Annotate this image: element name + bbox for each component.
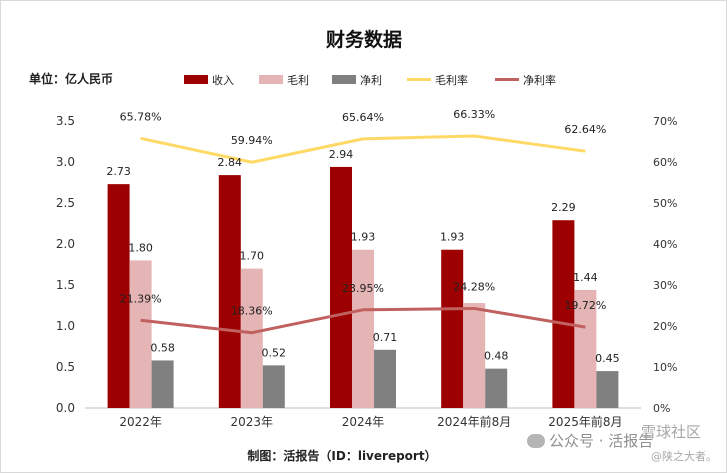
bar-label-净利: 0.45 — [595, 352, 620, 365]
y-left-tick-label: 2.5 — [56, 196, 75, 210]
line-毛利率 — [140, 134, 586, 164]
line-label-毛利率: 65.64% — [342, 111, 384, 124]
y-right-tick-label: 50% — [653, 197, 677, 210]
bar-毛利 — [240, 268, 263, 408]
y-right-tick-label: 40% — [653, 238, 677, 251]
legend-label-净利率: 净利率 — [523, 73, 556, 87]
legend-swatch-毛利 — [259, 75, 283, 84]
bar-净利 — [262, 365, 285, 408]
legend: 收入 毛利 净利 毛利率 净利率 — [184, 73, 556, 87]
line-label-净利率: 23.95% — [342, 282, 384, 295]
axes: 0.0 0.5 1.0 1.5 2.0 2.5 3.0 3.5 0% 10% 20% 30% 40% 50… — [56, 114, 678, 429]
x-tick-label: 2024年 — [342, 415, 385, 429]
x-tick-label: 2023年 — [231, 415, 274, 429]
bar-label-净利: 0.52 — [262, 346, 287, 359]
legend-label-毛利: 毛利 — [287, 74, 309, 87]
legend-label-净利: 净利 — [360, 73, 382, 87]
bar-label-毛利: 1.44 — [573, 271, 598, 284]
legend-swatch-收入 — [184, 75, 208, 84]
legend-label-收入: 收入 — [212, 73, 234, 87]
watermark-community: 雪球社区 — [641, 423, 702, 441]
bar-收入 — [218, 175, 241, 408]
bar-净利 — [485, 368, 508, 408]
bar-毛利 — [574, 289, 597, 408]
line-label-净利率: 19.72% — [564, 299, 606, 312]
bar-label-收入: 2.94 — [329, 148, 354, 161]
bar-净利 — [596, 371, 619, 408]
source-label: 制图：活报告（ID：livereport） — [247, 448, 436, 463]
y-left-tick-label: 1.5 — [56, 278, 75, 292]
bars — [107, 166, 619, 408]
data-labels: 2.73 2.84 2.94 1.93 2.29 1.80 1.70 1.93 1.44 0.58… — [106, 108, 619, 365]
line-label-净利率: 24.28% — [453, 280, 495, 293]
bar-label-收入: 2.73 — [106, 165, 131, 178]
legend-swatch-净利 — [332, 75, 356, 84]
bar-毛利 — [463, 303, 486, 408]
unit-label: 单位：亿人民币 — [29, 71, 113, 86]
bar-收入 — [552, 220, 575, 408]
y-left-tick-label: 2.0 — [56, 237, 75, 251]
bar-label-收入: 1.93 — [440, 231, 465, 244]
x-tick-label: 2022年 — [119, 415, 162, 429]
bar-收入 — [330, 166, 352, 408]
y-left-tick-label: 3.5 — [56, 114, 75, 128]
line-净利率 — [140, 306, 586, 335]
line-label-毛利率: 65.78% — [120, 110, 162, 123]
lines — [140, 134, 586, 335]
chart-title: 财务数据 — [326, 28, 402, 51]
y-right-tick-label: 10% — [653, 361, 677, 374]
y-right-tick-label: 60% — [653, 156, 677, 169]
y-right-tick-label: 30% — [653, 279, 677, 292]
line-label-毛利率: 62.64% — [564, 123, 606, 136]
bar-label-收入: 2.84 — [218, 156, 243, 169]
bar-label-毛利: 1.70 — [240, 250, 265, 263]
line-label-净利率: 21.39% — [120, 292, 162, 305]
bar-label-净利: 0.58 — [150, 341, 175, 354]
y-left-tick-label: 0.5 — [56, 360, 75, 374]
x-tick-label: 2024年前8月 — [437, 414, 511, 429]
y-left-tick-label: 0.0 — [56, 401, 75, 415]
y-right-tick-label: 20% — [653, 320, 677, 333]
bar-label-收入: 2.29 — [551, 201, 576, 214]
bar-毛利 — [352, 249, 374, 408]
bar-收入 — [441, 249, 464, 408]
bar-毛利 — [129, 260, 152, 408]
bar-净利 — [374, 349, 396, 408]
bar-label-净利: 0.48 — [484, 350, 509, 363]
watermark-platform-text: 公众号 · 活报告 — [549, 432, 654, 450]
x-tick-label: 2025年前8月 — [548, 414, 622, 429]
y-left-tick-label: 3.0 — [56, 155, 75, 169]
y-right-tick-label: 0% — [653, 402, 670, 415]
watermark-handle: @陕之大者。 — [651, 450, 717, 463]
line-label-净利率: 18.36% — [231, 305, 273, 318]
bar-label-净利: 0.71 — [373, 331, 398, 344]
bar-收入 — [107, 184, 130, 408]
y-right-tick-label: 70% — [653, 115, 677, 128]
bar-label-毛利: 1.80 — [128, 241, 153, 254]
watermark-platform: 公众号 · 活报告 — [527, 430, 653, 451]
bar-净利 — [151, 360, 174, 408]
line-label-毛利率: 59.94% — [231, 134, 273, 147]
y-left-tick-label: 1.0 — [56, 319, 75, 333]
wechat-icon — [527, 434, 545, 448]
line-label-毛利率: 66.33% — [453, 108, 495, 121]
legend-label-毛利率: 毛利率 — [435, 73, 468, 87]
bar-label-毛利: 1.93 — [351, 231, 376, 244]
